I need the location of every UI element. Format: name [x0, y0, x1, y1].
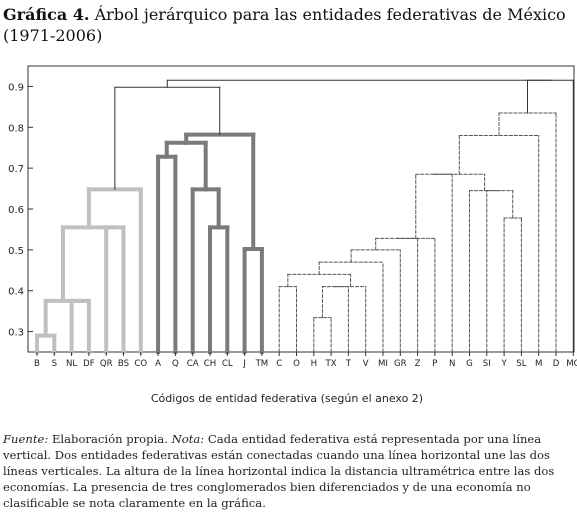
- x-tick-label: B: [34, 359, 40, 369]
- x-tick-label: CL: [222, 359, 233, 369]
- x-tick-label: Z: [415, 359, 421, 369]
- x-axis-label: Códigos de entidad federativa (según el …: [151, 392, 423, 405]
- note-text: Cada entidad federativa está representad…: [3, 432, 555, 510]
- x-tick-label: V: [363, 359, 369, 369]
- dendrogram-chart: 0.30.40.50.60.70.80.9 B S NL DF QR BS CO A Q CA CH…: [8, 65, 577, 405]
- x-tick-label: SL: [516, 359, 526, 369]
- x-axis: B S NL DF QR BS CO A Q CA CH CL J TM C O H TX T V MI GR Z P N G SI…: [34, 352, 577, 369]
- x-tick-label: D: [553, 359, 560, 369]
- x-tick-label: CH: [204, 359, 216, 369]
- x-tick-label: M: [535, 359, 542, 369]
- x-tick-label: DF: [83, 359, 95, 369]
- y-tick-label: 0.6: [8, 205, 24, 216]
- x-tick-label: MO: [566, 359, 577, 369]
- x-tick-label: G: [466, 359, 473, 369]
- x-tick-label: TM: [255, 359, 269, 369]
- x-tick-label: S: [52, 359, 57, 369]
- y-tick-label: 0.4: [8, 287, 24, 298]
- plot-frame: [27, 65, 575, 353]
- figure-note: Fuente: Elaboración propia. Nota: Cada e…: [3, 431, 575, 511]
- x-tick-label: Q: [172, 359, 179, 369]
- x-tick-label: CO: [134, 359, 147, 369]
- x-tick-label: N: [449, 359, 455, 369]
- note-label: Nota:: [171, 432, 205, 446]
- x-tick-label: O: [293, 359, 300, 369]
- x-tick-label: TX: [325, 359, 337, 369]
- x-tick-label: H: [311, 359, 317, 369]
- x-tick-label: A: [155, 359, 161, 369]
- x-tick-label: J: [242, 359, 246, 369]
- y-tick-label: 0.3: [8, 328, 24, 339]
- y-tick-label: 0.5: [8, 246, 24, 257]
- figure-label: Gráfica 4.: [3, 5, 90, 24]
- x-tick-label: CA: [187, 359, 199, 369]
- x-tick-label: BS: [118, 359, 129, 369]
- x-tick-label: T: [345, 359, 352, 369]
- y-tick-label: 0.7: [8, 164, 24, 175]
- figure-title-text: Árbol jerárquico para las entidades fede…: [3, 5, 566, 45]
- dendrogram-branches: [35, 79, 574, 354]
- x-tick-label: QR: [100, 359, 113, 369]
- x-tick-label: P: [432, 359, 437, 369]
- y-tick-label: 0.8: [8, 123, 24, 134]
- y-axis: 0.3 0.4 0.5 0.6 0.7 0.8 0.9: [8, 82, 33, 339]
- source-label: Fuente:: [3, 432, 49, 446]
- x-tick-label: MI: [378, 359, 388, 369]
- plot-border: [27, 65, 575, 353]
- x-tick-label: NL: [66, 359, 77, 369]
- x-tick-label: C: [276, 359, 282, 369]
- source-text: Elaboración propia.: [48, 432, 172, 446]
- y-tick-label: 0.9: [8, 82, 24, 93]
- x-tick-label: Y: [500, 359, 507, 369]
- x-tick-label: SI: [483, 359, 491, 369]
- x-tick-label: GR: [394, 359, 407, 369]
- figure-title: Gráfica 4. Árbol jerárquico para las ent…: [3, 4, 575, 46]
